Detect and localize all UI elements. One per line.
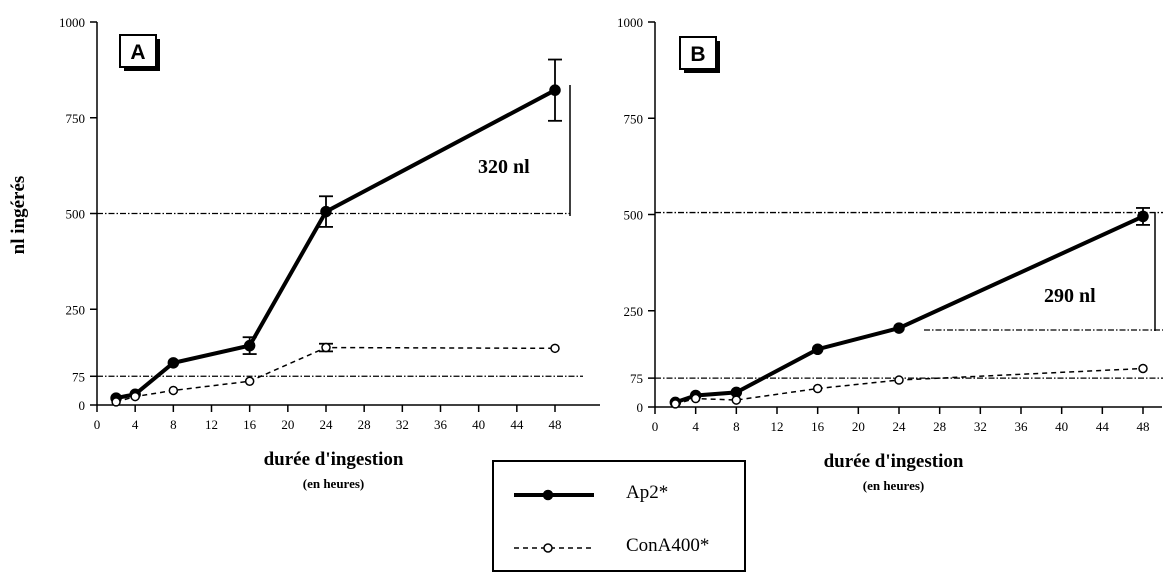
panel-b-series-cona400-point	[690, 393, 701, 404]
panel-b-y-tick-label: 75	[630, 371, 643, 386]
panel-a-series-ap2-line	[115, 88, 556, 401]
panel-b-x-tick-label: 48	[1137, 419, 1150, 434]
panel-a-series-ap2-point	[549, 84, 561, 96]
panel-b-x-tick-label: 24	[893, 419, 907, 434]
panel-b-y-tick-label: 500	[624, 208, 644, 223]
panel-b-x-axis-label: durée d'ingestion	[824, 451, 964, 472]
panel-b-x-tick-label: 40	[1055, 419, 1068, 434]
panel-a-x-tick-label: 16	[243, 417, 257, 432]
panel-b-label-box	[679, 36, 717, 70]
legend: Ap2* ConA400*	[492, 460, 746, 572]
panel-b-series-ap2-point	[893, 322, 905, 334]
panel-b-series-cona400-point	[894, 375, 904, 385]
panel-a-annotation: 320 nl	[478, 156, 530, 178]
panel-a-series-cona400-point	[550, 343, 560, 354]
panel-a-x-tick-label: 48	[549, 417, 562, 432]
panel-b-series-cona400-point	[670, 399, 681, 409]
panel-a-label: A	[130, 41, 145, 64]
panel-b-series-cona400-point	[812, 383, 823, 394]
panel-a-x-axis-label: durée d'ingestion	[264, 449, 404, 470]
panel-b-y-tick-label: 1000	[617, 15, 643, 30]
panel-b-x-tick-label: 44	[1096, 419, 1110, 434]
panel-a-series-cona400-line	[115, 346, 556, 403]
legend-label-ap2: Ap2*	[626, 482, 669, 503]
panel-b-y-tick-label: 0	[637, 400, 644, 415]
panel-a-y-tick-label: 0	[79, 398, 86, 413]
panel-a-series-cona400-point	[321, 342, 331, 353]
panel-a-x-tick-label: 0	[94, 417, 101, 432]
panel-b-x-tick-label: 36	[1015, 419, 1029, 434]
panel-b-x-axis-sublabel: (en heures)	[863, 478, 925, 493]
panel-a-series-ap2-point	[320, 205, 332, 218]
panel-b-series-ap2-point	[811, 343, 824, 355]
panel-a-y-tick-label: 75	[72, 369, 85, 384]
panel-b-x-tick-label: 16	[811, 419, 825, 434]
panel-a-y-tick-label: 500	[66, 207, 86, 222]
panel-a-series-ap2-point	[167, 357, 180, 369]
panel-b-series-cona400-line	[675, 367, 1144, 405]
panel-a-x-tick-label: 4	[132, 417, 139, 432]
panel-a-x-axis-sublabel: (en heures)	[303, 476, 365, 491]
panel-a-y-tick-label: 250	[66, 302, 86, 317]
panel-b-x-tick-label: 20	[852, 419, 865, 434]
panel-b-x-tick-label: 8	[733, 419, 740, 434]
panel-a-x-tick-label: 32	[396, 417, 409, 432]
panel-a-x-tick-label: 44	[510, 417, 524, 432]
panel-a-x-tick-label: 24	[320, 417, 334, 432]
panel-a-x-tick-label: 20	[281, 417, 294, 432]
panel-a-series-ap2-point	[243, 339, 256, 352]
panel-b-annotation: 290 nl	[1044, 285, 1096, 307]
panel-b-y-tick-label: 750	[624, 111, 644, 126]
panel-a-y-tick-label: 750	[66, 111, 86, 126]
panel-b-x-tick-label: 12	[771, 419, 784, 434]
panel-b-series-ap2-point	[1137, 210, 1149, 223]
panel-b-x-tick-label: 32	[974, 419, 987, 434]
panel-a-x-tick-label: 28	[358, 417, 371, 432]
panel-a-series-cona400-point	[130, 391, 140, 402]
legend-label-cona400: ConA400*	[626, 535, 710, 556]
y-axis-label: nl ingérés	[8, 176, 29, 255]
panel-b-series-ap2-line	[674, 214, 1144, 405]
panel-a-series-cona400-point	[244, 376, 255, 387]
legend-marker-ap2	[542, 489, 554, 501]
panel-b-series-cona400-point	[731, 395, 742, 405]
panel-b-x-tick-label: 0	[652, 419, 659, 434]
panel-b-label: B	[690, 43, 705, 66]
legend-marker-cona400	[543, 543, 553, 553]
panel-a-series-cona400-point	[168, 385, 179, 396]
panel-a-x-tick-label: 8	[170, 417, 177, 432]
panel-a-series-cona400-point	[111, 397, 121, 407]
legend-swatches	[514, 489, 594, 553]
panel-a-x-tick-label: 40	[472, 417, 485, 432]
panel-b-y-tick-label: 250	[624, 304, 644, 319]
panel-b-x-tick-label: 4	[692, 419, 699, 434]
panel-b-x-tick-label: 28	[933, 419, 946, 434]
panel-a-x-tick-label: 36	[434, 417, 448, 432]
panel-a-x-tick-label: 12	[205, 417, 218, 432]
panel-a-label-box	[119, 34, 157, 68]
panel-a-y-tick-label: 1000	[59, 15, 85, 30]
panel-b-series-cona400-point	[1138, 363, 1148, 374]
